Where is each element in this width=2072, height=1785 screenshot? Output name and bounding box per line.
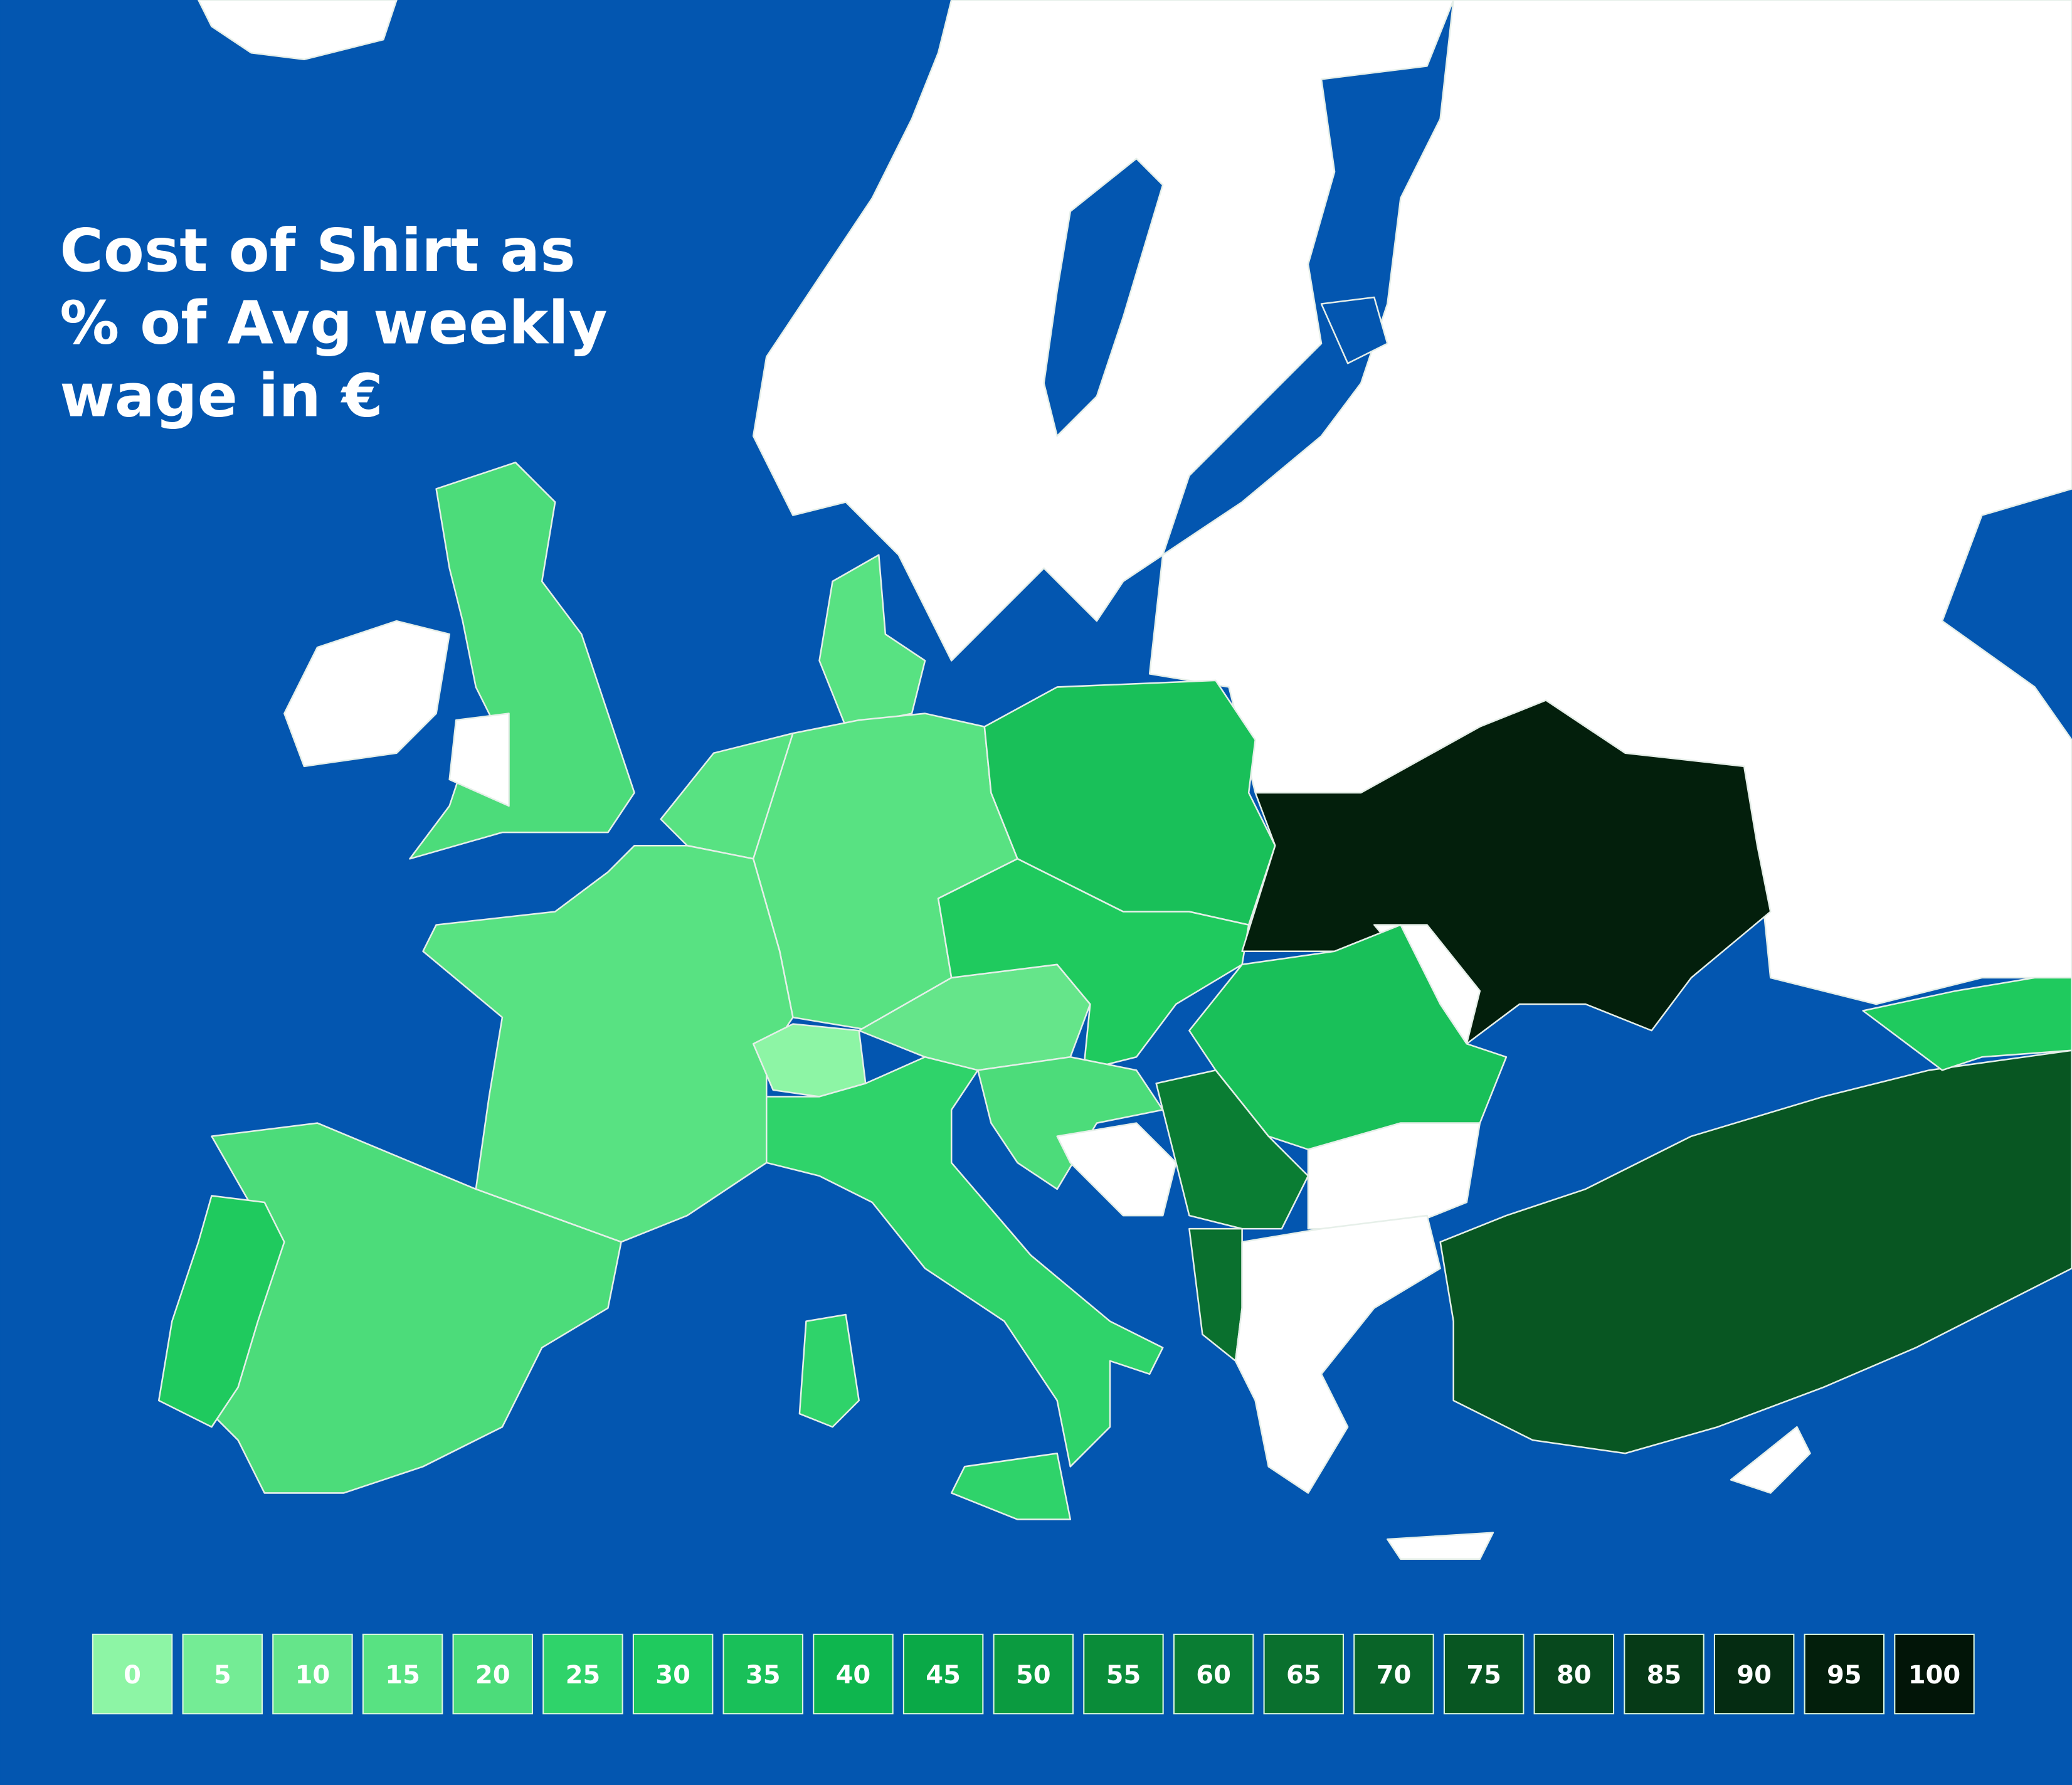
legend-swatch: [993, 1633, 1074, 1715]
legend-label: 25: [566, 1661, 601, 1690]
legend-label: 20: [475, 1661, 510, 1690]
legend-swatch: [542, 1633, 623, 1715]
legend-label: 50: [1016, 1661, 1051, 1690]
land: [1387, 1532, 1494, 1560]
legend-swatch: [1713, 1633, 1795, 1715]
legend-label: 70: [1377, 1661, 1412, 1690]
land: [765, 1056, 1164, 1468]
legend-label: 10: [295, 1661, 330, 1690]
legend-swatch: [1804, 1633, 1885, 1715]
legend-swatch: [1353, 1633, 1434, 1715]
countries: [157, 0, 2072, 1560]
legend-label: 35: [746, 1661, 781, 1690]
land: [409, 462, 635, 860]
brand-icon: [1597, 67, 1643, 109]
brand-name: NetVoucherCodes: [1649, 74, 1992, 114]
land: [448, 712, 510, 807]
legend-label: 55: [1106, 1661, 1141, 1690]
legend-swatch: [1263, 1633, 1345, 1715]
legend-label: 75: [1466, 1661, 1501, 1690]
legend-label: 40: [836, 1661, 871, 1690]
legend-label: 0: [124, 1661, 141, 1690]
legend-swatch: [632, 1633, 714, 1715]
legend-label: 30: [655, 1661, 690, 1690]
land: [198, 0, 398, 61]
legend-swatch: [1443, 1633, 1525, 1715]
land: [283, 620, 450, 768]
land: [1056, 1122, 1177, 1217]
legend-swatch: [902, 1633, 984, 1715]
legend-swatch: [1083, 1633, 1164, 1715]
title-line: Cost of Shirt as: [60, 216, 575, 285]
legend-label: 100: [1908, 1661, 1961, 1690]
land: [1234, 1214, 1441, 1494]
title-line: wage in €: [60, 362, 383, 431]
legend-label: 65: [1286, 1661, 1321, 1690]
legend-swatch: [182, 1633, 263, 1715]
brand: NetVoucherCodes: [1597, 67, 1992, 114]
legend-swatch: [452, 1633, 534, 1715]
legend-label: 85: [1647, 1661, 1682, 1690]
legend-swatch: [1533, 1633, 1615, 1715]
land: [1439, 1049, 2072, 1454]
legend-label: 5: [214, 1661, 231, 1690]
legend-swatch: [813, 1633, 894, 1715]
title: Cost of Shirt as % of Avg weekly wage in…: [60, 216, 607, 431]
sea: [1320, 296, 1388, 364]
legend-swatch: [92, 1633, 173, 1715]
legend-swatch: [272, 1633, 353, 1715]
land: [818, 554, 926, 728]
legend-label: 45: [926, 1661, 961, 1690]
land: [1155, 1069, 1309, 1230]
legend-label: 15: [385, 1661, 420, 1690]
sea: [1043, 157, 1164, 437]
legend-label: 95: [1827, 1661, 1862, 1690]
land: [937, 858, 1250, 1071]
land: [798, 1313, 860, 1428]
land: [1307, 1122, 1481, 1230]
land: [977, 1056, 1164, 1190]
legend-swatch: [1624, 1633, 1705, 1715]
legend: 0 5 10 15 20 25 30 35 40 45 50 55 60 65 70 75 80 85 90 95 10…: [92, 1633, 1975, 1715]
land: [950, 1452, 1072, 1520]
legend-label: 60: [1196, 1661, 1231, 1690]
legend-swatch: [1894, 1633, 1975, 1715]
legend-label: 80: [1557, 1661, 1592, 1690]
title-line: % of Avg weekly: [60, 289, 607, 358]
land: [157, 1195, 285, 1428]
land: [1730, 1426, 1811, 1494]
legend-label: 90: [1736, 1661, 1772, 1690]
legend-swatch: [1173, 1633, 1254, 1715]
legend-swatch: [362, 1633, 443, 1715]
legend-swatch: [722, 1633, 804, 1715]
